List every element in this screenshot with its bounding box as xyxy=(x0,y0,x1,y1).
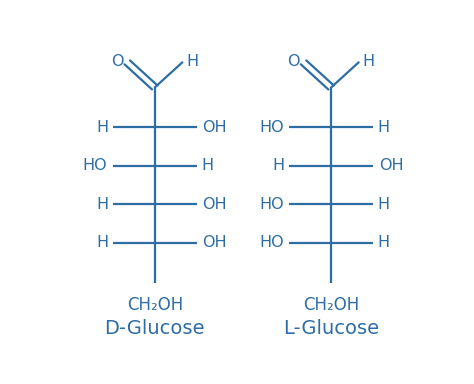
Text: O: O xyxy=(110,54,123,69)
Text: H: H xyxy=(378,120,390,135)
Text: H: H xyxy=(201,158,213,173)
Text: H: H xyxy=(363,54,375,69)
Text: CH₂OH: CH₂OH xyxy=(303,296,359,314)
Text: HO: HO xyxy=(82,158,107,173)
Text: HO: HO xyxy=(259,120,283,135)
Text: OH: OH xyxy=(202,197,227,212)
Text: CH₂OH: CH₂OH xyxy=(127,296,183,314)
Text: H: H xyxy=(187,54,199,69)
Text: H: H xyxy=(96,235,108,250)
Text: OH: OH xyxy=(202,120,227,135)
Text: O: O xyxy=(287,54,300,69)
Text: H: H xyxy=(378,197,390,212)
Text: H: H xyxy=(96,120,108,135)
Text: OH: OH xyxy=(202,235,227,250)
Text: D-Glucose: D-Glucose xyxy=(104,319,205,338)
Text: H: H xyxy=(96,197,108,212)
Text: HO: HO xyxy=(259,235,283,250)
Text: H: H xyxy=(273,158,284,173)
Text: H: H xyxy=(378,235,390,250)
Text: L-Glucose: L-Glucose xyxy=(283,319,379,338)
Text: HO: HO xyxy=(259,197,283,212)
Text: OH: OH xyxy=(379,158,403,173)
